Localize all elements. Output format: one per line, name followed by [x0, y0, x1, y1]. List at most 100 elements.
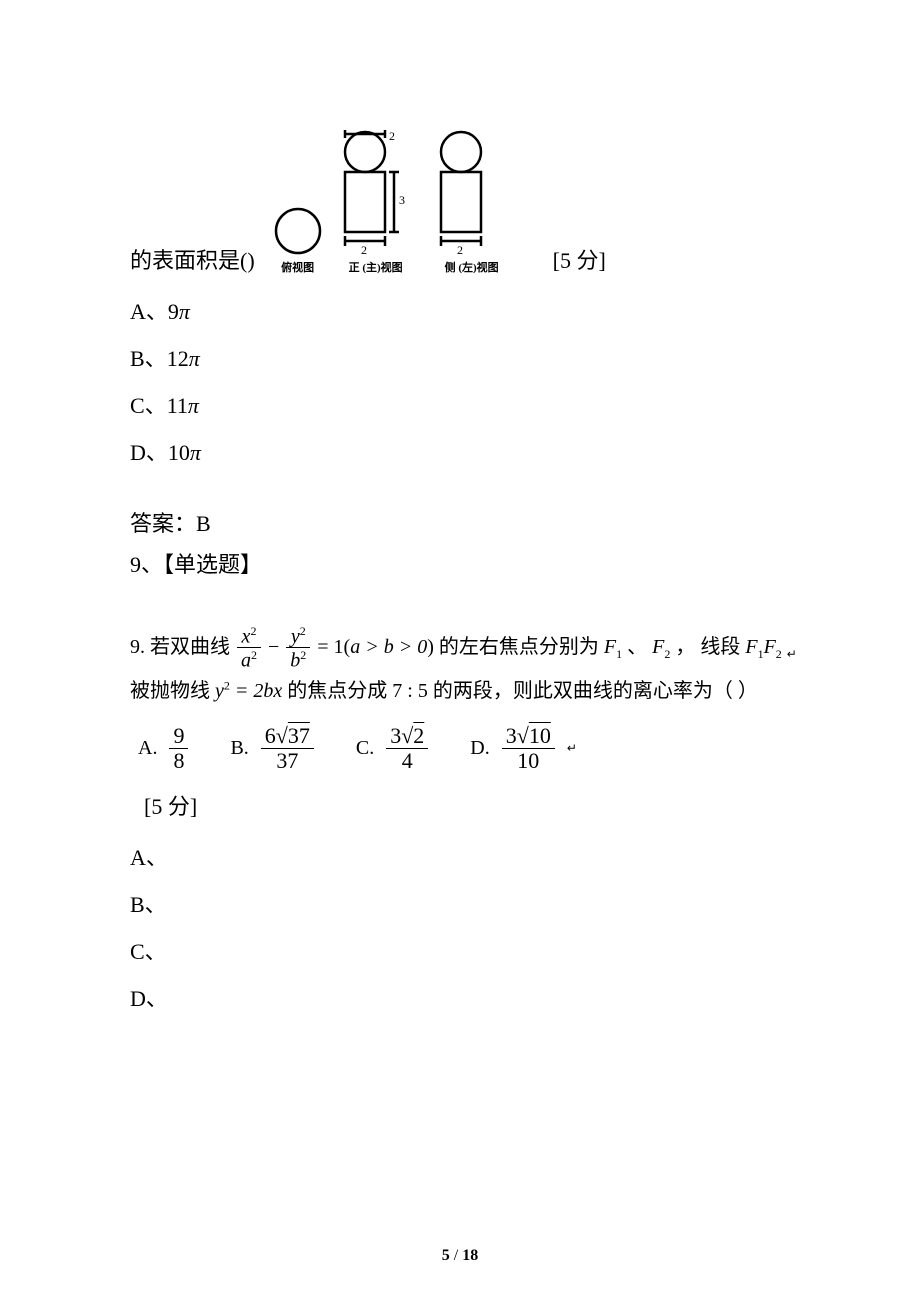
q9-stem-line2: 被抛物线 y2 = 2bx 的焦点分成 7 : 5 的两段，则此双曲线的离心率为… — [130, 671, 790, 711]
q9-option-b: B、 — [130, 888, 790, 921]
q9-choice-a-frac: 9 8 — [169, 725, 188, 772]
q8-fig-frontview-col: 2 3 2 正 (主)视图 — [333, 128, 419, 277]
q9-F2-sub: 2 — [664, 646, 670, 660]
q8-fig-side-dim-bottom: 2 — [457, 243, 463, 256]
q9-choice-d-enter: ↵ — [567, 739, 577, 757]
q8-option-d-value: 10 — [168, 440, 190, 465]
q9-frac1-den-exp: 2 — [251, 648, 257, 662]
q9-option-d: D、 — [130, 982, 790, 1015]
q8-answer-value: B — [196, 511, 211, 536]
q9-F1: F — [604, 635, 616, 657]
q9-choices: A. 9 8 B. 637 37 C. 32 4 D. 310 10 — [138, 725, 790, 772]
page-total: 18 — [462, 1247, 478, 1264]
q9-minus: − — [268, 635, 284, 657]
q9-choice-c-frac: 32 4 — [386, 725, 428, 772]
q8-fig-sideview-col: 2 侧 (左)视图 — [429, 128, 515, 277]
q9-choice-c-root: 2 — [413, 723, 424, 748]
q9-enter-mark: ↵ — [787, 646, 797, 660]
q8-points: [5 分] — [553, 244, 606, 277]
q9-frac1-num-exp: 2 — [250, 624, 256, 638]
q9-line2a: 被抛物线 — [130, 680, 215, 702]
q9-choice-b-den: 37 — [261, 749, 314, 772]
q9-F1b: F — [745, 635, 757, 657]
q9-line2b: 的焦点分成 7 : 5 的两段，则此双曲线的离心率为（ ） — [287, 680, 758, 702]
q8-answer: 答案：B — [130, 507, 790, 540]
q9-choice-c-coeff: 3 — [390, 723, 401, 748]
q9-choice-b-coeff: 6 — [265, 723, 276, 748]
q8-fig-sideview: 2 — [429, 128, 515, 256]
q9-frac2-num-exp: 2 — [300, 624, 306, 638]
page-number: 5 / 18 — [0, 1244, 920, 1268]
q9-F2b: F — [764, 635, 776, 657]
q9-choice-d-den: 10 — [502, 749, 555, 772]
pi-symbol: π — [190, 440, 201, 465]
q8-option-b-value: 12 — [167, 346, 189, 371]
q9-choice-a-num: 9 — [169, 725, 188, 749]
q9-stem-line1: 9. 若双曲线 x2 a2 − y2 b2 = 1(a > b > 0) 的左右… — [130, 625, 790, 671]
q9-prefix: 9. 若双曲线 — [130, 635, 230, 657]
q9-heading: 9、【单选题】 — [130, 548, 790, 581]
q8-option-d: D、10π — [130, 436, 790, 469]
q9-tail: ， 线段 — [675, 635, 745, 657]
q9-option-a: A、 — [130, 841, 790, 874]
q9-choice-d-coeff: 3 — [506, 723, 517, 748]
pi-symbol: π — [189, 346, 200, 371]
q9-F2b-sub: 2 — [776, 646, 782, 660]
q8-stem-row: 的表面积是() 俯视图 2 — [130, 128, 790, 277]
q9-sep: 、 — [627, 635, 652, 657]
q8-option-a: A、9π — [130, 295, 790, 328]
q9-para-lhs-exp: 2 — [224, 678, 230, 692]
q9-para-lhs: y — [215, 680, 224, 702]
q9-choice-a-den: 8 — [169, 749, 188, 772]
q9-points: [5 分] — [144, 790, 790, 823]
q9-choice-b: B. 637 37 — [230, 725, 315, 772]
q9-frac2-den-exp: 2 — [300, 648, 306, 662]
q8-fig-dim-top: 2 — [389, 129, 395, 143]
q9-after-cond: ) 的左右焦点分别为 — [427, 635, 604, 657]
q9-F1-sub: 1 — [616, 646, 622, 660]
q9-choice-d-frac: 310 10 — [502, 725, 555, 772]
pi-symbol: π — [188, 393, 199, 418]
q9-frac-x2a2: x2 a2 — [237, 625, 261, 671]
q8-option-c: C、11π — [130, 389, 790, 422]
q9-choice-b-frac: 637 37 — [261, 725, 314, 772]
q9-choice-b-root: 37 — [288, 723, 310, 748]
q9-stem: 9. 若双曲线 x2 a2 − y2 b2 = 1(a > b > 0) 的左右… — [130, 625, 790, 711]
q8-fig-topview-label: 俯视图 — [281, 260, 314, 277]
q8-fig-topview — [273, 206, 323, 256]
q9-choice-d-label: D. — [470, 733, 489, 763]
q8-option-c-value: 11 — [167, 393, 188, 418]
q9-choice-d-root: 10 — [529, 723, 551, 748]
page-current: 5 — [442, 1247, 450, 1264]
q8-fig-frontview: 2 3 2 — [333, 128, 419, 256]
page-sep: / — [450, 1247, 462, 1264]
q8-fig-dim-bottom: 2 — [361, 243, 367, 256]
q9-choice-c: C. 32 4 — [356, 725, 430, 772]
q8-fig-frontview-label: 正 (主)视图 — [349, 260, 403, 277]
q9-frac1-den: a — [241, 650, 251, 672]
q9-F2: F — [652, 635, 664, 657]
q9-choice-d: D. 310 10 ↵ — [470, 725, 577, 772]
q9-choice-c-den: 4 — [386, 749, 428, 772]
q8-option-b: B、12π — [130, 342, 790, 375]
q8-fig-topview-col: 俯视图 — [273, 206, 323, 277]
q8-fig-dim-right: 3 — [399, 193, 405, 207]
q9-frac-y2b2: y2 b2 — [286, 625, 310, 671]
q9-cond: a > b > 0 — [350, 635, 427, 657]
q8-option-a-value: 9 — [168, 299, 179, 324]
q8-fig-sideview-label: 侧 (左)视图 — [445, 260, 499, 277]
q9-frac2-den: b — [290, 650, 300, 672]
q9-para-eq: = 2bx — [235, 680, 282, 702]
q9-choice-c-label: C. — [356, 733, 374, 763]
q8-stem-text: 的表面积是() — [130, 244, 255, 277]
q9-eq: = 1( — [317, 635, 350, 657]
page: 的表面积是() 俯视图 2 — [0, 0, 920, 1302]
q8-figure: 俯视图 2 3 — [273, 128, 515, 277]
q8-options: A、9π B、12π C、11π D、10π — [130, 295, 790, 469]
q8-answer-label: 答案： — [130, 511, 196, 536]
pi-symbol: π — [179, 299, 190, 324]
q9-frac2-num: y — [291, 625, 300, 647]
q9-options-blank: A、 B、 C、 D、 — [130, 841, 790, 1015]
q9-option-c: C、 — [130, 935, 790, 968]
q9-choice-b-label: B. — [230, 733, 248, 763]
